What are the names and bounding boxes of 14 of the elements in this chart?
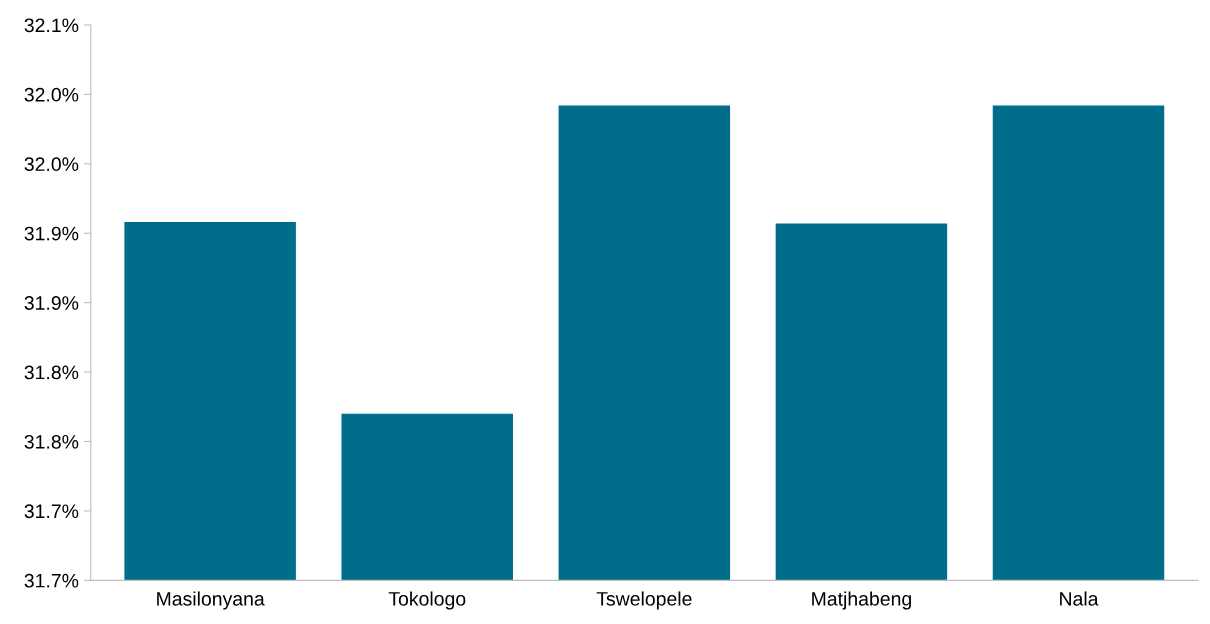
- x-tick-label: Tokologo: [388, 591, 466, 610]
- y-tick-label: 31.8%: [24, 365, 79, 380]
- x-tick-label: Matjhabeng: [812, 591, 911, 610]
- x-tick-label: Nala: [1060, 591, 1099, 606]
- y-tick-label: 32.0%: [24, 87, 79, 102]
- x-tick-label: Masilonyana: [157, 591, 265, 610]
- y-tick-label: 31.9%: [24, 296, 79, 310]
- x-tick-label: Tswelopele: [596, 591, 692, 610]
- y-tick-label: 32.0%: [24, 157, 79, 172]
- y-tick-label: 31.9%: [24, 226, 79, 241]
- y-tick-label: 31.7%: [24, 504, 79, 519]
- y-tick-label: 32.1%: [24, 18, 79, 33]
- y-tick-label: 31.8%: [24, 434, 79, 449]
- y-tick-label: 31.7%: [24, 573, 79, 588]
